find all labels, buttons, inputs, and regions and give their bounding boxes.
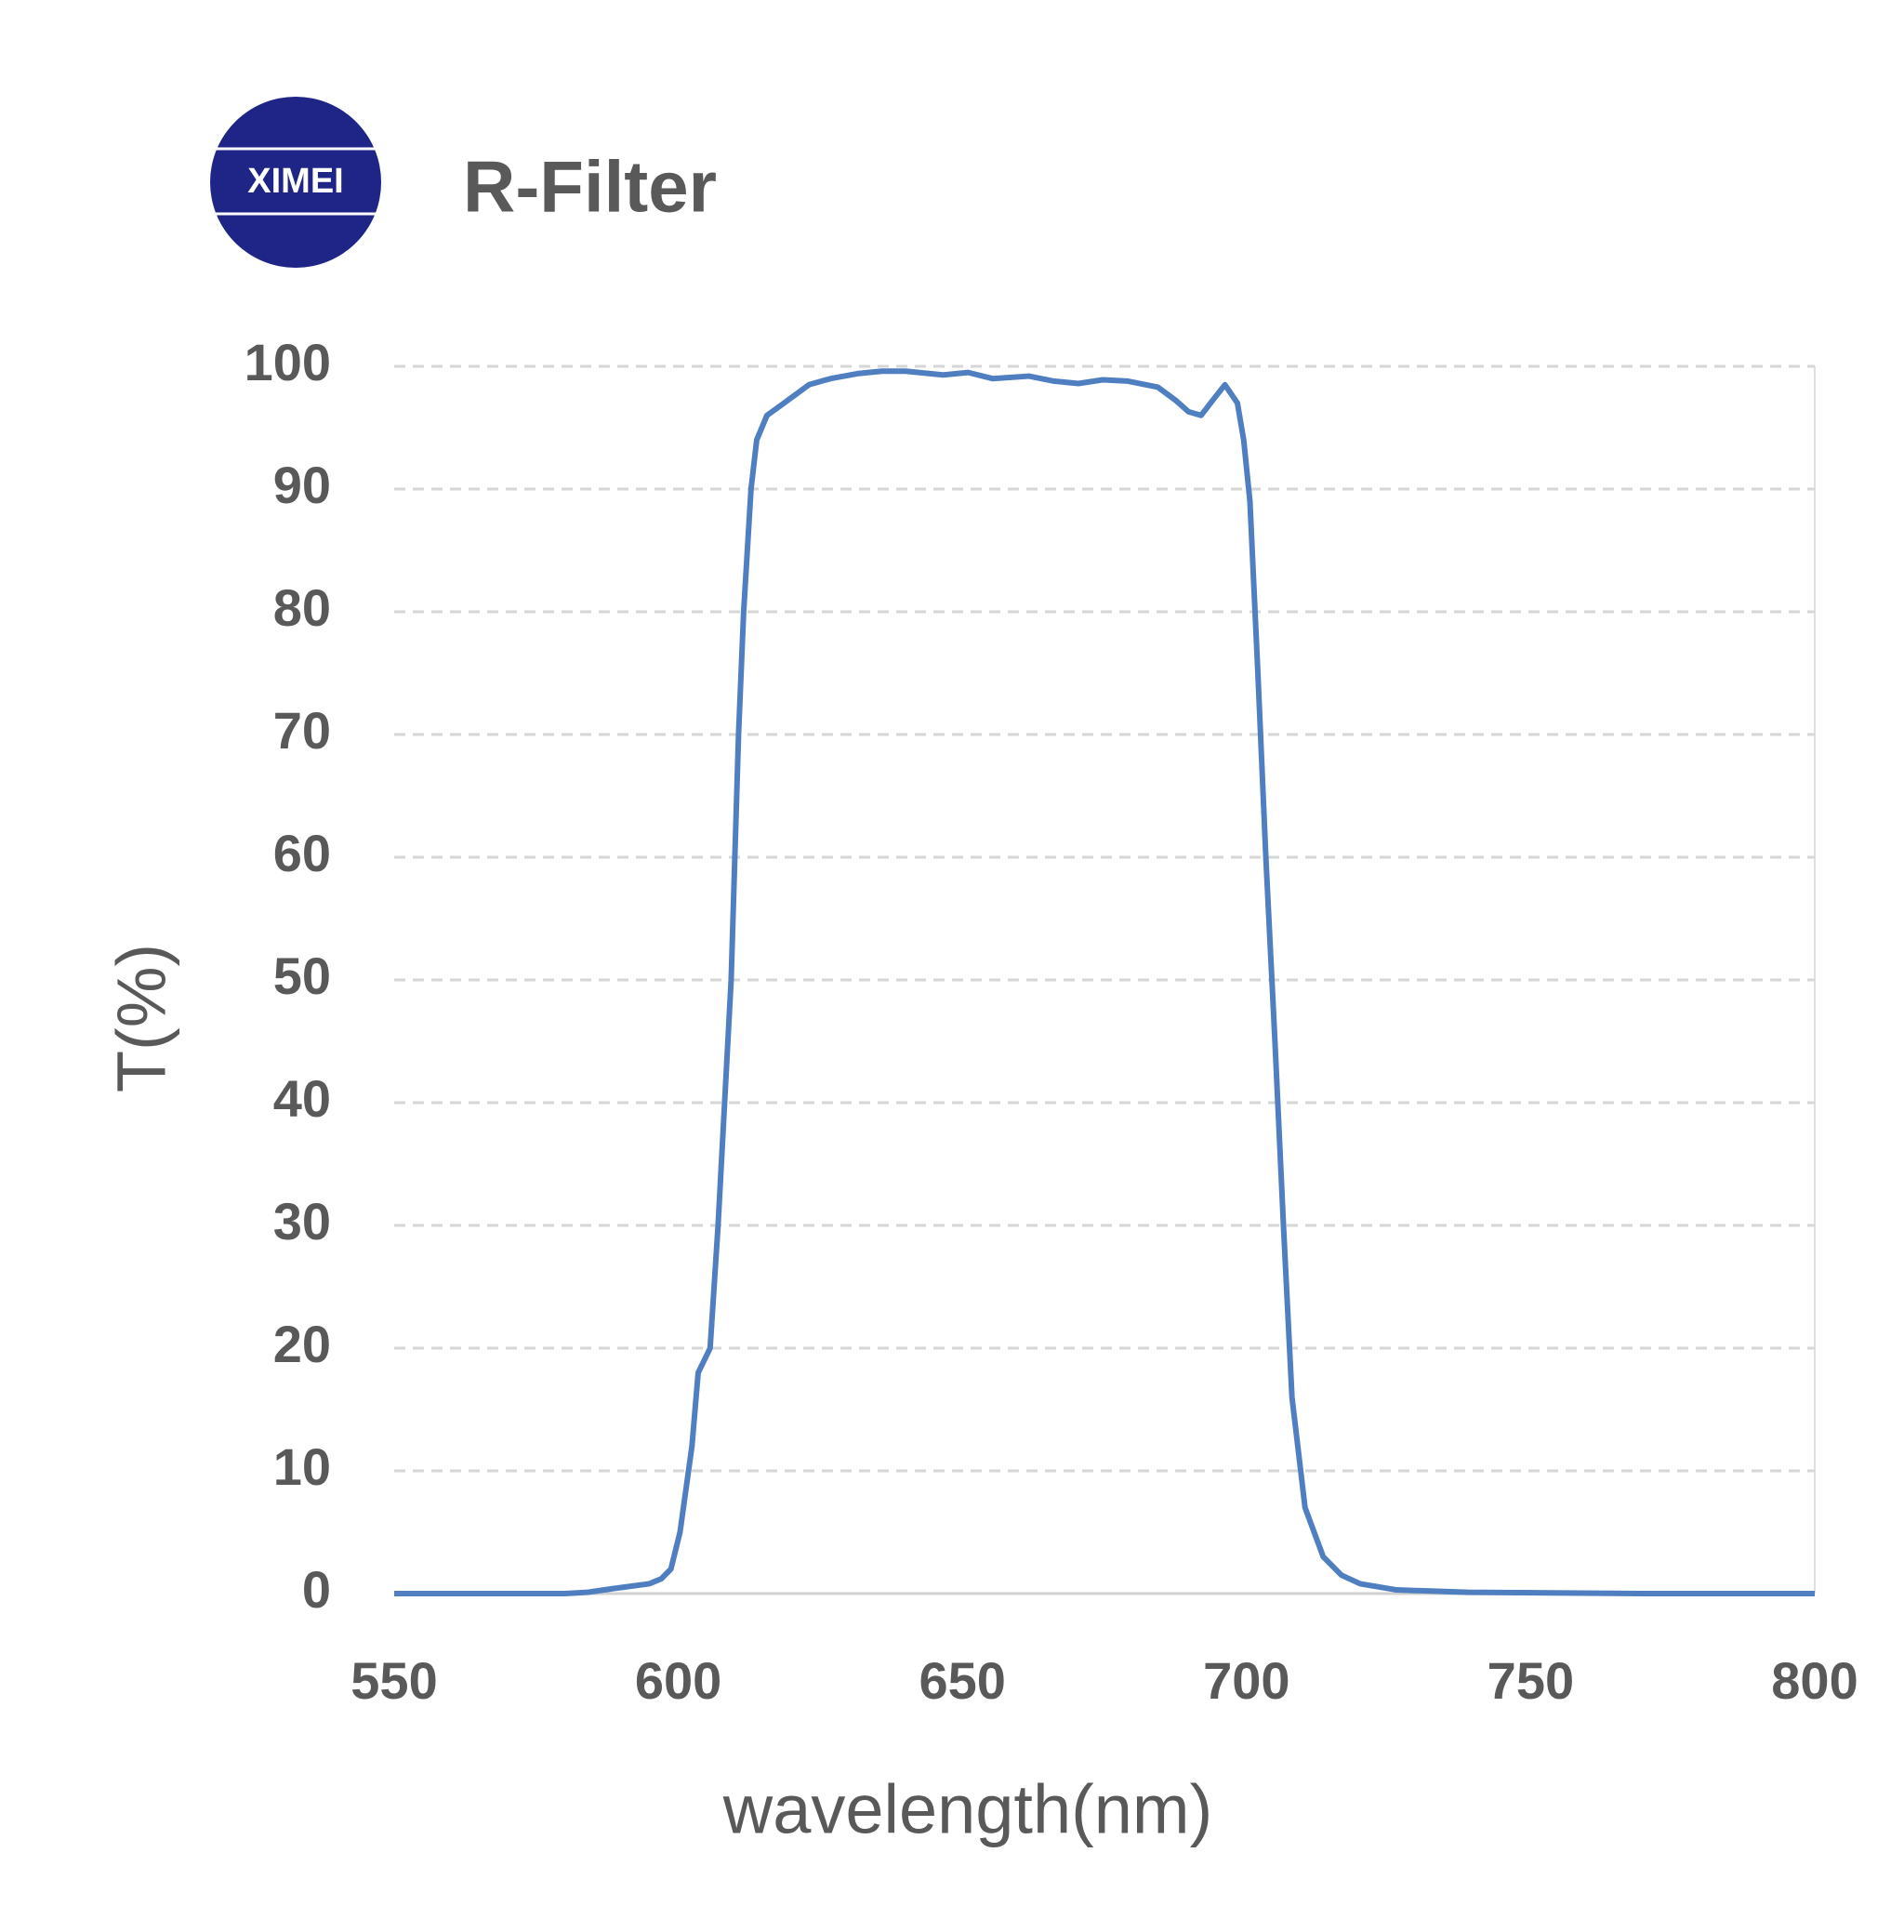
y-tick-label: 100 [245,333,331,391]
y-tick-label: 0 [302,1560,331,1619]
y-tick-label: 30 [273,1192,331,1251]
y-tick-label: 80 [273,578,331,637]
y-tick-label: 40 [273,1069,331,1128]
y-tick-label: 50 [273,946,331,1005]
x-tick-label: 550 [350,1651,437,1710]
x-tick-label: 600 [635,1651,721,1710]
x-axis-label: wavelength(nm) [722,1771,1212,1848]
y-tick-label: 60 [273,824,331,882]
y-tick-label: 10 [273,1437,331,1496]
x-tick-label: 650 [919,1651,1005,1710]
y-tick-label: 70 [273,701,331,760]
x-tick-label: 750 [1488,1651,1574,1710]
logo-text: XIMEI [247,162,343,201]
x-tick-label: 800 [1771,1651,1858,1710]
y-axis-label: T(%) [103,944,180,1092]
y-tick-label: 90 [273,456,331,514]
logo: XIMEI [210,97,381,268]
y-tick-label: 20 [273,1315,331,1373]
data-line [394,368,1815,1596]
chart-title: R-Filter [463,146,717,228]
x-tick-label: 700 [1203,1651,1289,1710]
